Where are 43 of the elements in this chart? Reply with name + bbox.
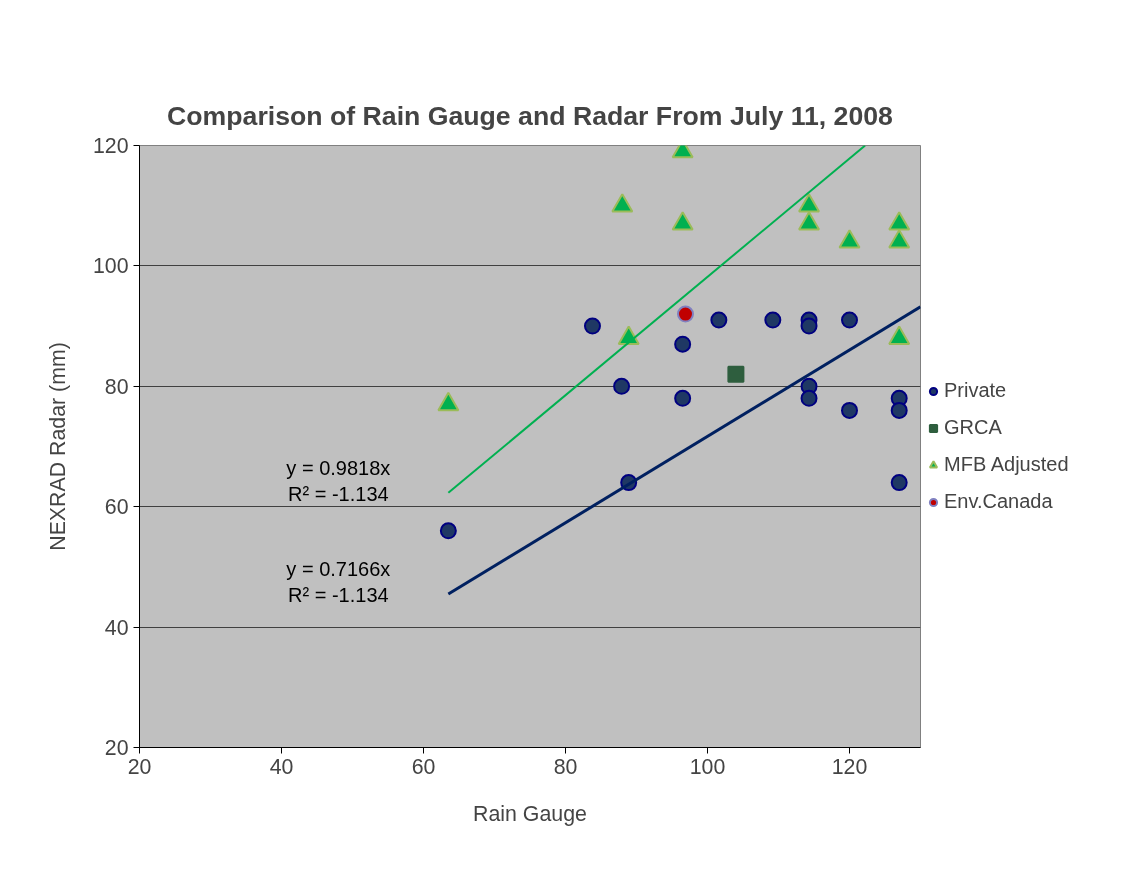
point [764, 311, 782, 329]
point [841, 401, 858, 419]
y-tick-label: 80 [104, 374, 129, 399]
x-tick-label: 20 [127, 754, 152, 779]
x-tick-label: 60 [411, 754, 436, 779]
point [798, 211, 821, 231]
point [888, 211, 911, 231]
annotation: y = 0.7166x R² = -1.134 [286, 557, 391, 607]
point [674, 335, 692, 353]
y-tick-label: 120 [92, 134, 129, 158]
point [838, 229, 861, 249]
y-tick-label: 100 [92, 254, 129, 279]
point [583, 317, 601, 335]
point [890, 474, 908, 492]
point [888, 229, 911, 249]
point [841, 311, 858, 329]
x-tick-label: 80 [553, 754, 578, 779]
annotation: y = 0.9818x R² = -1.134 [286, 456, 391, 506]
point [671, 211, 694, 231]
legend-label: Private [944, 379, 1007, 402]
y-axis-title: NEXRAD Radar (mm) [45, 342, 70, 551]
x-tick-label: 40 [269, 754, 294, 779]
chart-title: Comparison of Rain Gauge and Radar From July 11, 2008 [167, 100, 893, 131]
point [727, 365, 745, 383]
point [798, 193, 821, 213]
legend-label: GRCA [944, 416, 1002, 439]
legend-label: MFB Adjusted [944, 453, 1069, 476]
point [890, 401, 908, 419]
y-tick-label: 40 [104, 615, 129, 640]
point [613, 377, 631, 395]
point [800, 317, 818, 335]
point [439, 522, 457, 540]
y-tick-label: 60 [104, 495, 129, 520]
point [674, 389, 692, 407]
x-tick-label: 100 [689, 754, 726, 779]
point [800, 389, 818, 407]
point [611, 193, 634, 213]
y-tick-label: 20 [104, 736, 129, 760]
x-axis-title: Rain Gauge [473, 801, 587, 826]
point [676, 305, 694, 323]
x-tick-label: 120 [831, 754, 868, 779]
legend-label: Env.Canada [944, 490, 1053, 513]
point [710, 311, 728, 329]
